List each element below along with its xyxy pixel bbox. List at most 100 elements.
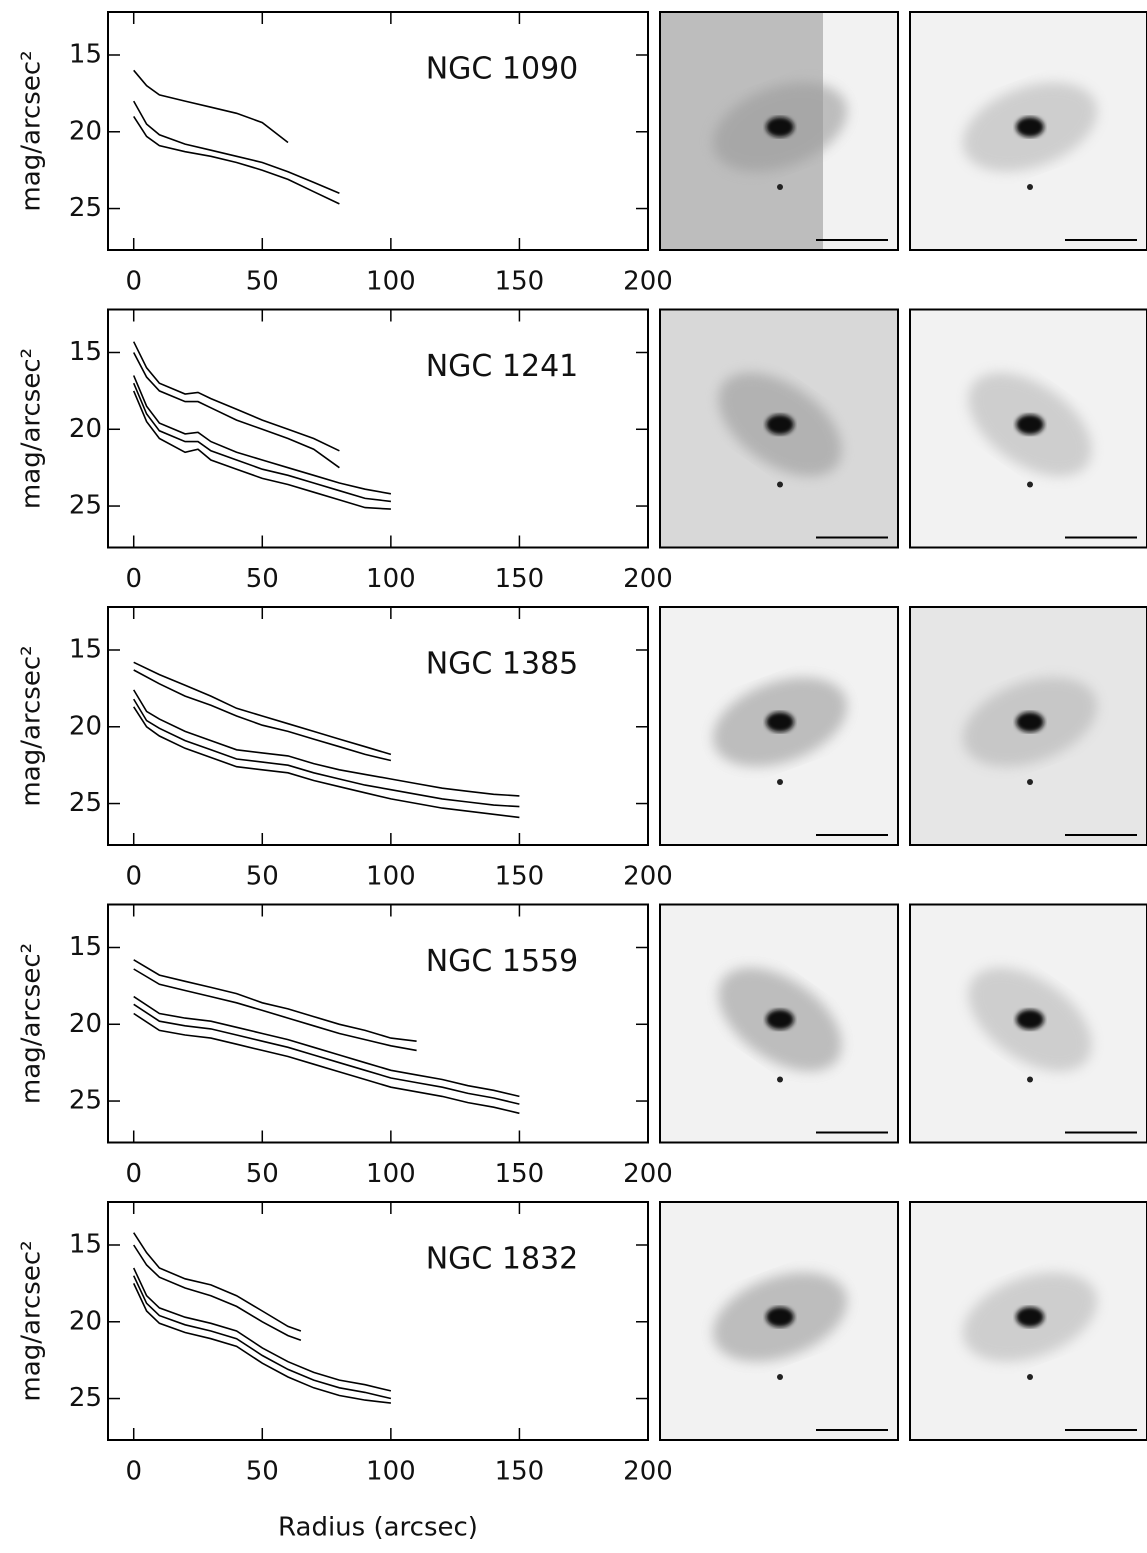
profile-curve [133,1244,302,1341]
profile-curve [133,968,417,1052]
panel-title: NGC 1832 [426,1242,579,1277]
profile-curve [132,390,391,510]
x-tick-label: 0 [125,267,142,297]
x-tick-label: 200 [623,267,673,297]
image-frame [659,11,899,251]
star [777,481,783,488]
image-frame [659,606,899,846]
star [777,1374,783,1380]
image-frame [659,1201,899,1441]
x-tick-label: 150 [495,564,545,594]
profile-curve [132,341,340,452]
profile-curve [132,382,391,503]
y-tick-label: 25 [69,491,102,521]
profile-curve [132,375,392,495]
profile-curve [132,1283,391,1404]
y-tick-label: 20 [69,1009,102,1039]
panel-title: NGC 1385 [426,647,579,682]
image-frame [909,1201,1147,1441]
x-tick-label: 100 [366,1159,416,1189]
star [1027,1374,1033,1380]
x-tick-label: 200 [623,1159,673,1189]
star [1027,779,1033,785]
galaxy-core [1016,712,1044,732]
y-tick-label: 20 [69,711,102,741]
y-tick-label: 15 [69,634,102,664]
star [777,184,783,190]
star [1027,1076,1033,1083]
y-axis-label: mag/arcsec² [17,50,47,211]
y-tick-label: 20 [69,1306,102,1336]
image-frame [909,11,1147,251]
galaxy-image [659,308,899,549]
y-tick-label: 15 [69,337,102,367]
x-tick-label: 150 [495,267,545,297]
profile-curve [133,115,340,205]
x-tick-label: 50 [246,862,279,892]
galaxy-core [766,1307,794,1327]
profile-curve [133,1003,520,1105]
galaxy-image [659,606,899,846]
profile-curve [132,352,340,469]
galaxy-core [766,117,794,137]
x-tick-label: 200 [623,862,673,892]
y-axis-label: mag/arcsec² [17,1240,47,1401]
profile-curve [133,698,520,808]
x-tick-label: 100 [366,1457,416,1487]
star [777,779,783,785]
y-axis-label: mag/arcsec² [17,943,47,1104]
x-tick-label: 50 [246,267,279,297]
profile-curve [133,995,520,1098]
galaxy-core [1016,414,1044,435]
profile-curve [133,1012,520,1115]
panel-title: NGC 1241 [426,349,579,384]
galaxy-image [659,11,899,251]
plot-frame [107,606,649,846]
y-axis-label: mag/arcsec² [17,348,47,509]
x-tick-label: 0 [125,1457,142,1487]
image-frame [909,606,1147,846]
y-tick-label: 25 [69,193,102,223]
y-tick-label: 20 [69,116,102,146]
plot-frame [107,1201,649,1441]
galaxy-core [766,1009,794,1030]
profile-curve [133,1232,302,1332]
galaxy-image [909,11,1147,251]
x-tick-label: 0 [125,1159,142,1189]
x-tick-label: 150 [495,1457,545,1487]
x-tick-label: 100 [366,564,416,594]
y-tick-label: 25 [69,1086,102,1116]
plot-frame [107,11,649,251]
y-tick-label: 20 [69,414,102,444]
profile-curve [133,661,392,756]
y-tick-label: 25 [69,1383,102,1413]
image-frame [909,903,1147,1144]
x-tick-label: 150 [495,1159,545,1189]
galaxy-core [1016,1009,1044,1030]
galaxy-core [766,712,794,732]
galaxy-image [659,903,899,1144]
y-tick-label: 15 [69,39,102,69]
profile-curve [133,706,520,819]
star [1027,184,1033,190]
profile-curve [132,1275,392,1400]
image-frame [659,308,899,549]
galaxy-core [766,414,794,435]
y-tick-label: 25 [69,788,102,818]
galaxy-core [1016,117,1044,137]
x-tick-label: 100 [366,267,416,297]
plot-frame [107,308,649,549]
galaxy-core [1016,1307,1044,1327]
profile-curve [133,959,417,1042]
x-tick-label: 200 [623,1457,673,1487]
x-tick-label: 200 [623,564,673,594]
plot-frame [107,903,649,1144]
image-frame [909,308,1147,549]
x-tick-label: 0 [125,564,142,594]
x-tick-label: 50 [246,1457,279,1487]
y-tick-label: 15 [69,932,102,962]
y-tick-label: 15 [69,1229,102,1259]
galaxy-image [909,308,1147,549]
galaxy-image [659,1201,899,1441]
